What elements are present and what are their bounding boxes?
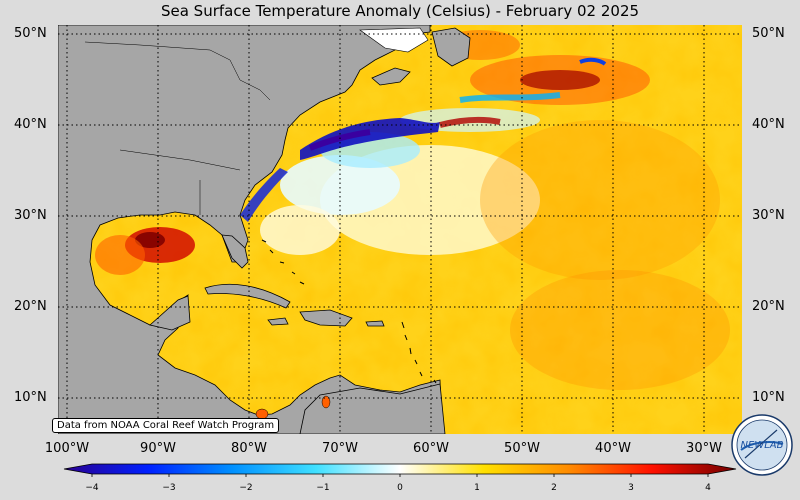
map-title: Sea Surface Temperature Anomaly (Celsius…	[160, 2, 640, 20]
north-america-land	[58, 25, 443, 434]
colorbar-tick: −2	[239, 483, 253, 493]
cuba-land	[204, 283, 291, 309]
lat-label-right-50n: 50°N	[752, 26, 785, 41]
colorbar-tick: 4	[705, 483, 711, 493]
lon-label-80w: 80°W	[231, 441, 267, 456]
colorbar-tick: 0	[397, 483, 403, 493]
lat-label-20n: 20°N	[14, 299, 47, 314]
colorbar-tick: −1	[316, 483, 330, 493]
newfoundland-land	[431, 27, 471, 67]
colorbar-tick: 1	[474, 483, 480, 493]
colorbar-tick: 2	[551, 483, 557, 493]
logo-text: NEWLAB	[741, 440, 784, 451]
colorbar-tick: −3	[162, 483, 176, 493]
lon-label-30w: 30°W	[686, 441, 722, 456]
lon-label-90w: 90°W	[140, 441, 176, 456]
lon-label-70w: 70°W	[322, 441, 358, 456]
lat-label-40n: 40°N	[14, 117, 47, 132]
graticule	[58, 25, 742, 434]
colorbar-tick: 3	[628, 483, 634, 493]
newlab-logo: NEWLAB	[731, 414, 793, 476]
lat-label-right-20n: 20°N	[752, 299, 785, 314]
lat-label-right-30n: 30°N	[752, 208, 785, 223]
map-area	[58, 25, 742, 434]
lat-label-50n: 50°N	[14, 26, 47, 41]
data-credit: Data from NOAA Coral Reef Watch Program	[52, 418, 280, 433]
lat-label-right-40n: 40°N	[752, 117, 785, 132]
lon-label-60w: 60°W	[413, 441, 449, 456]
lon-label-50w: 50°W	[504, 441, 540, 456]
lat-label-right-10n: 10°N	[752, 390, 785, 405]
lat-label-10n: 10°N	[14, 390, 47, 405]
colorbar	[63, 463, 737, 477]
lon-label-40w: 40°W	[595, 441, 631, 456]
lat-label-30n: 30°N	[14, 208, 47, 223]
lon-label-100w: 100°W	[44, 441, 90, 456]
colorbar-tick: −4	[85, 483, 99, 493]
